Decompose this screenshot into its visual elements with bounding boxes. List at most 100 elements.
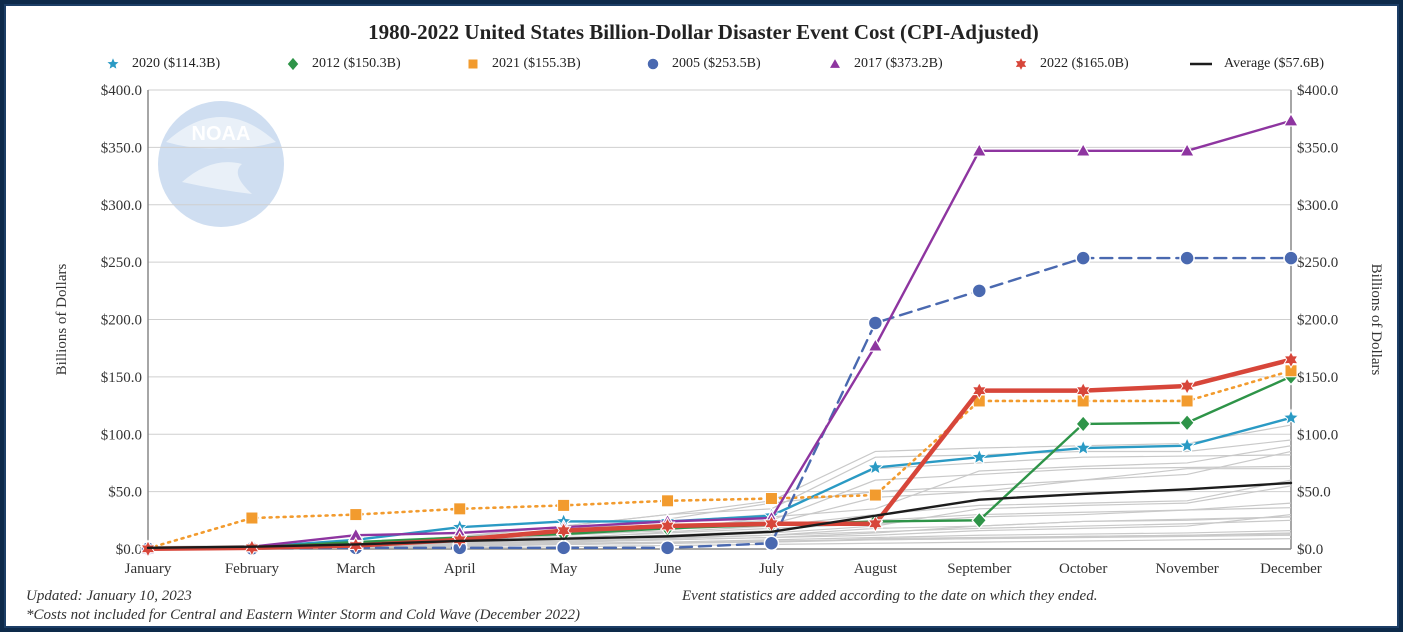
- legend-label: 2012 ($150.3B): [312, 56, 401, 71]
- data-point: [557, 498, 571, 512]
- legend-item: 2021 ($155.3B): [464, 52, 581, 76]
- y-tick-label-left: $50.0: [108, 485, 142, 501]
- data-point: [1179, 377, 1195, 396]
- legend-label: 2022 ($165.0B): [1040, 56, 1129, 71]
- data-point: [1074, 438, 1093, 456]
- y-tick-label-right: $350.0: [1297, 140, 1338, 156]
- data-point: [1180, 394, 1194, 408]
- series-5: [140, 350, 1299, 558]
- legend-label: 2020 ($114.3B): [132, 56, 221, 71]
- x-tick-label: March: [336, 561, 376, 577]
- legend-label: 2017 ($373.2B): [854, 56, 943, 71]
- data-point: [1283, 350, 1299, 369]
- x-tick-label: April: [444, 561, 476, 577]
- legend-symbol: [1013, 55, 1029, 73]
- legend: 2020 ($114.3B) 2012 ($150.3B) 2021 ($155.3…: [104, 52, 1364, 76]
- legend-marker: [827, 56, 843, 70]
- x-tick-label: September: [947, 561, 1011, 577]
- data-point: [1178, 436, 1196, 454]
- y-tick-label-left: $250.0: [101, 255, 142, 271]
- legend-marker: [646, 57, 660, 71]
- x-tick-label: February: [225, 561, 280, 577]
- series-line: [146, 481, 1293, 550]
- data-point: [971, 142, 988, 157]
- data-point: [1179, 142, 1196, 157]
- data-point: [971, 511, 988, 530]
- y-tick-label-right: $250.0: [1297, 255, 1338, 271]
- data-point: [970, 447, 989, 465]
- y-tick-label-right: $200.0: [1297, 313, 1338, 329]
- legend-marker: [286, 56, 300, 72]
- legend-item: 2022 ($165.0B): [1012, 52, 1129, 76]
- y-tick-label-left: $150.0: [101, 370, 142, 386]
- x-tick-label: May: [550, 561, 578, 577]
- data-point: [1283, 250, 1299, 266]
- y-tick-label-left: $200.0: [101, 313, 142, 329]
- data-point: [1075, 415, 1091, 433]
- data-point: [1179, 413, 1195, 432]
- series-4: [139, 112, 1300, 555]
- data-point: [661, 494, 675, 508]
- data-point: [868, 488, 882, 502]
- data-point: [453, 502, 467, 516]
- y-tick-label-right: $300.0: [1297, 198, 1338, 214]
- legend-label: 2005 ($253.5B): [672, 56, 761, 71]
- data-point: [1282, 112, 1300, 127]
- legend-item: 2020 ($114.3B): [104, 52, 220, 76]
- data-point: [659, 540, 676, 556]
- y-tick-label-left: $0.0: [116, 542, 142, 558]
- x-tick-label: August: [854, 561, 898, 577]
- legend-marker: [467, 58, 479, 70]
- y-tick-label-left: $100.0: [101, 427, 142, 443]
- data-point: [971, 381, 988, 400]
- series-line: [146, 119, 1293, 550]
- data-point: [245, 511, 259, 525]
- data-point: [1075, 381, 1092, 400]
- x-tick-label: December: [1260, 561, 1322, 577]
- y-axis-title-right: Billions of Dollars: [1368, 264, 1384, 376]
- data-point: [1282, 408, 1300, 426]
- data-point: [1075, 250, 1091, 266]
- legend-label: Average ($57.6B): [1224, 56, 1325, 71]
- y-tick-label-right: $50.0: [1297, 485, 1331, 501]
- data-point: [555, 540, 572, 556]
- costs-note: *Costs not included for Central and East…: [26, 607, 580, 623]
- series-line: [146, 369, 1293, 550]
- legend-marker: [1190, 62, 1212, 66]
- y-tick-label-right: $0.0: [1297, 542, 1323, 558]
- data-point: [763, 535, 780, 552]
- legend-label: 2021 ($155.3B): [492, 56, 581, 71]
- y-axis-title-left: Billions of Dollars: [54, 264, 70, 376]
- data-point: [867, 315, 884, 331]
- x-tick-label: June: [654, 561, 682, 577]
- data-point: [349, 508, 363, 522]
- series-line: [146, 256, 1293, 551]
- y-tick-label-right: $150.0: [1297, 370, 1338, 386]
- x-tick-label: October: [1059, 561, 1107, 577]
- legend-symbol: [467, 58, 479, 70]
- background-year-line: [147, 439, 1292, 549]
- y-tick-label-left: $400.0: [101, 83, 142, 99]
- data-point: [764, 492, 778, 506]
- legend-symbol: [646, 57, 660, 71]
- legend-item: 2012 ($150.3B): [284, 52, 401, 76]
- noaa-logo-text: NOAA: [192, 123, 251, 145]
- noaa-logo: NOAA: [158, 101, 284, 227]
- plot-area: $0.0 $0.0 $50.0 $50.0 $100.0 $100.0 $150.0 $150…: [54, 83, 1384, 577]
- data-point: [867, 514, 884, 533]
- legend-marker: [105, 55, 121, 71]
- y-tick-label-right: $100.0: [1297, 427, 1338, 443]
- series-3: [140, 250, 1299, 557]
- chart-title: 1980-2022 United States Billion-Dollar D…: [368, 20, 1039, 44]
- event-statistics-note: Event statistics are added according to …: [682, 588, 1098, 604]
- legend-symbol: [827, 56, 843, 70]
- data-point: [867, 337, 884, 352]
- data-point: [659, 516, 676, 536]
- legend-marker: [1013, 55, 1029, 73]
- data-point: [971, 283, 988, 299]
- data-point: [1075, 142, 1092, 157]
- legend-item: 2005 ($253.5B): [644, 52, 761, 76]
- legend-item: 2017 ($373.2B): [826, 52, 943, 76]
- chart-frame: 1980-2022 United States Billion-Dollar D…: [4, 4, 1399, 628]
- legend-item: Average ($57.6B): [1188, 52, 1324, 76]
